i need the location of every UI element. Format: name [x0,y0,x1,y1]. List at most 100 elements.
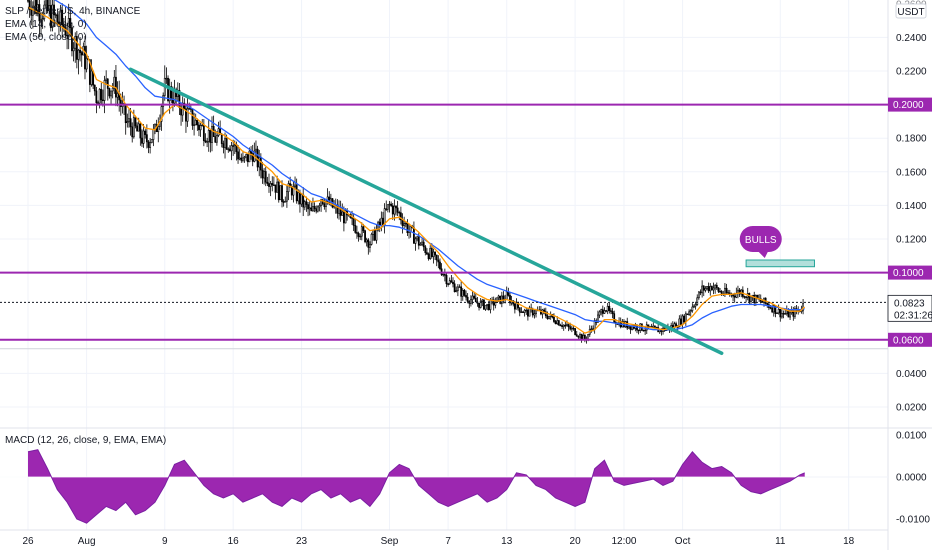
candle-body [323,203,326,207]
price-tick-label: 0.1200 [896,235,927,246]
candle-body [486,304,489,306]
candle-body [131,126,134,138]
candle-body [93,84,96,92]
candle-body [245,154,248,158]
candle-body [84,46,86,70]
candle-body [259,156,262,171]
candle-body [654,325,656,328]
time-tick-label: Oct [675,536,691,547]
candle-body [344,210,347,224]
candle-body [611,311,614,314]
candle-body [263,171,266,179]
candle-body [601,309,604,314]
candle-body [110,90,112,97]
level-0-0600-tag-label: 0.0600 [893,335,924,346]
candle-body [776,312,778,315]
candle-body [230,145,233,152]
ema14-line [27,6,806,334]
candle-body [471,295,474,300]
countdown-label: 02:31:26 [894,310,932,321]
candle-body [320,199,323,206]
candle-body [769,307,772,309]
currency-badge[interactable]: USDT [897,7,924,18]
candle-body [499,295,502,304]
candle-body [429,248,432,259]
main-pane-background [0,0,888,428]
candle-body [312,206,314,212]
candle-body [460,286,463,297]
candle-body [132,117,135,138]
currency-badge-bg[interactable] [895,3,927,19]
candle-body [445,274,448,285]
candle-body [706,286,708,289]
candle-body [789,312,791,318]
ema14-legend[interactable]: EMA (14, close, 0) [5,19,87,30]
candle-body [655,326,658,329]
candle-body [701,285,704,294]
candle-body [113,76,116,89]
candle-body [443,274,446,276]
candle-body [185,108,187,122]
candle-body [652,325,655,328]
candle-body [222,143,225,148]
candle-body [385,208,388,210]
candle-body [427,253,430,259]
candle-body [724,287,726,295]
candle-body [186,108,189,122]
candle-body [183,102,186,110]
candle-body [98,88,101,104]
candle-body [478,302,480,308]
candle-body [302,194,305,208]
candle-body [531,308,534,316]
candle-body [297,192,300,202]
candle-body [597,314,599,323]
candle-body [715,284,718,289]
candle-body [188,107,191,110]
candle-body [287,183,290,192]
candle-body [497,295,500,299]
ema50-legend[interactable]: EMA (50, close, 0) [5,32,87,43]
time-tick-label: 11 [775,536,786,547]
time-tick-label: 23 [296,536,308,547]
candle-body [103,80,106,101]
annotations[interactable]: BULLS [128,67,815,355]
candle-body [251,153,254,162]
candle-body [41,18,44,21]
bulls-target-box[interactable] [745,259,815,268]
candle-body [642,329,645,332]
candle-body [45,0,47,6]
candle-body [224,138,226,148]
candle-body [56,14,59,23]
candle-body [598,311,601,316]
candle-body [559,324,562,327]
candle-body [359,235,362,238]
candle-body [572,327,575,330]
candle-body [738,289,741,295]
candle-body [691,306,694,311]
bulls-callout-label[interactable]: BULLS [745,235,777,246]
candle-body [794,308,796,317]
candle-body [307,204,309,210]
candle-body [338,208,340,214]
candle-body [546,315,549,319]
candle-body [574,328,577,335]
candle-body [505,291,508,300]
candle-body [207,130,210,142]
candle-body [248,150,251,163]
candle-body [264,171,267,183]
macd-legend[interactable]: MACD (12, 26, close, 9, EMA, EMA) [5,435,166,446]
descending-trendline[interactable] [128,67,724,355]
candle-body [202,124,205,141]
candle-body [603,310,606,314]
candle-body [227,148,230,151]
candle-body [694,304,697,307]
bulls-callout-bubble[interactable] [739,226,782,252]
candle-body [702,285,705,291]
candle-body [276,181,279,193]
candle-body [370,233,373,245]
candle-body [165,77,168,80]
candle-body [365,239,368,243]
candle-body [455,290,458,292]
